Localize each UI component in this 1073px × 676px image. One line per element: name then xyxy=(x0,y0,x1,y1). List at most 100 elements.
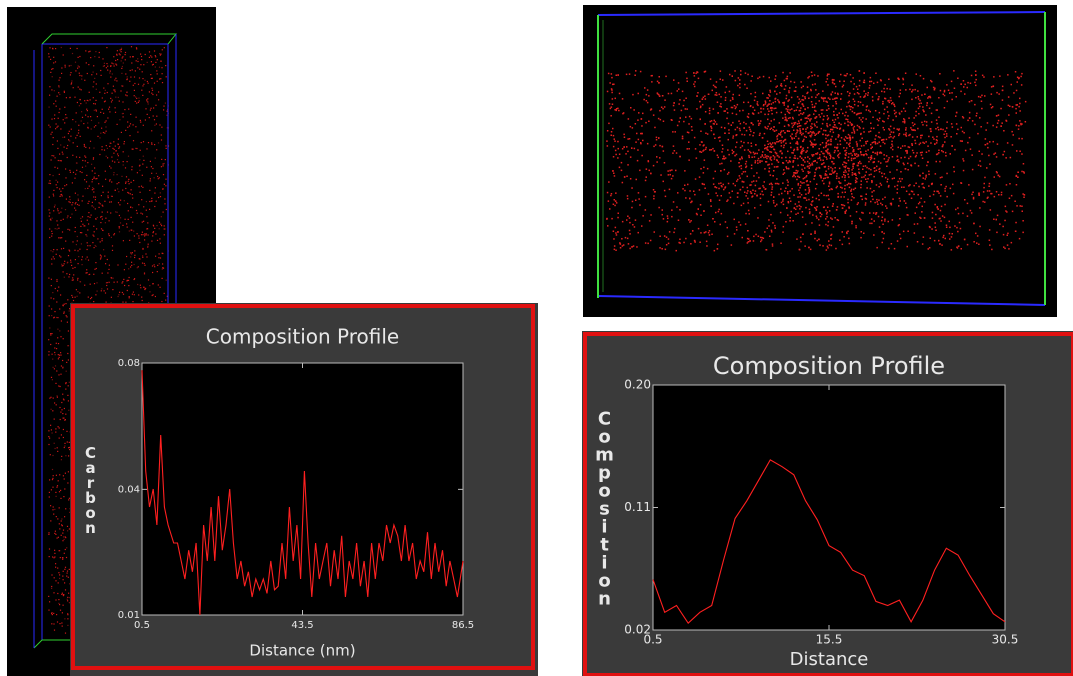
point xyxy=(835,126,837,129)
point xyxy=(914,129,916,132)
point xyxy=(813,175,816,177)
point xyxy=(878,111,881,114)
point xyxy=(861,176,863,179)
point xyxy=(55,184,57,186)
point xyxy=(693,136,696,139)
point xyxy=(82,159,84,162)
point xyxy=(930,121,933,123)
point xyxy=(842,163,844,166)
point xyxy=(152,167,154,170)
point xyxy=(813,106,816,109)
point xyxy=(635,70,637,72)
point xyxy=(93,301,95,303)
point xyxy=(764,231,766,233)
point xyxy=(1020,84,1023,86)
point xyxy=(858,84,861,87)
point xyxy=(104,132,106,134)
point xyxy=(147,246,149,248)
point xyxy=(934,87,936,89)
point xyxy=(644,242,647,244)
point xyxy=(804,161,806,163)
point xyxy=(872,116,874,118)
point xyxy=(869,130,872,132)
point xyxy=(783,104,785,106)
point xyxy=(53,56,55,58)
point xyxy=(50,343,52,346)
point xyxy=(805,151,807,153)
point xyxy=(55,566,57,568)
point xyxy=(985,129,987,131)
point xyxy=(751,75,753,77)
point xyxy=(703,149,705,151)
point xyxy=(740,73,742,76)
point xyxy=(65,388,67,390)
point xyxy=(77,277,79,279)
point xyxy=(984,176,986,179)
point xyxy=(865,93,867,95)
point xyxy=(50,71,52,73)
point xyxy=(663,189,666,192)
point xyxy=(819,215,822,218)
point xyxy=(658,76,660,78)
point xyxy=(697,77,700,80)
point xyxy=(118,182,120,184)
point xyxy=(736,229,738,231)
point xyxy=(61,524,63,526)
point xyxy=(126,223,128,225)
point xyxy=(859,160,861,163)
point xyxy=(66,262,68,264)
point xyxy=(762,193,764,196)
point xyxy=(98,56,100,58)
point xyxy=(1002,233,1005,236)
point xyxy=(854,181,857,184)
point xyxy=(118,161,120,163)
point xyxy=(140,185,143,187)
point xyxy=(844,150,846,152)
point xyxy=(850,157,853,160)
point xyxy=(150,61,152,63)
point xyxy=(50,285,52,287)
point xyxy=(815,89,817,91)
point xyxy=(161,49,163,51)
point xyxy=(819,143,822,146)
point xyxy=(761,160,763,162)
point xyxy=(62,532,64,534)
point xyxy=(62,153,64,155)
point xyxy=(885,205,887,207)
point xyxy=(62,529,65,531)
point xyxy=(128,296,130,298)
point xyxy=(53,195,55,197)
point xyxy=(709,199,712,201)
point xyxy=(923,142,926,144)
point xyxy=(115,59,117,62)
point xyxy=(773,202,775,204)
point xyxy=(762,92,764,95)
point xyxy=(822,146,825,149)
point xyxy=(121,72,123,74)
point xyxy=(968,111,971,114)
point xyxy=(914,123,916,125)
point xyxy=(663,106,666,108)
point xyxy=(748,156,750,159)
point xyxy=(68,139,70,141)
point xyxy=(815,215,818,217)
point xyxy=(51,263,53,265)
point xyxy=(913,193,915,196)
point xyxy=(840,123,842,126)
point xyxy=(753,99,756,102)
point xyxy=(614,109,616,111)
point xyxy=(679,238,681,240)
point xyxy=(51,585,53,588)
point xyxy=(759,122,761,125)
point xyxy=(166,110,168,112)
point xyxy=(162,211,164,213)
point xyxy=(969,148,972,150)
point xyxy=(49,126,51,128)
point xyxy=(852,157,855,160)
point xyxy=(625,153,627,155)
point xyxy=(768,225,770,227)
point xyxy=(855,153,858,155)
point xyxy=(903,118,905,120)
point xyxy=(98,175,100,177)
point xyxy=(159,53,161,55)
